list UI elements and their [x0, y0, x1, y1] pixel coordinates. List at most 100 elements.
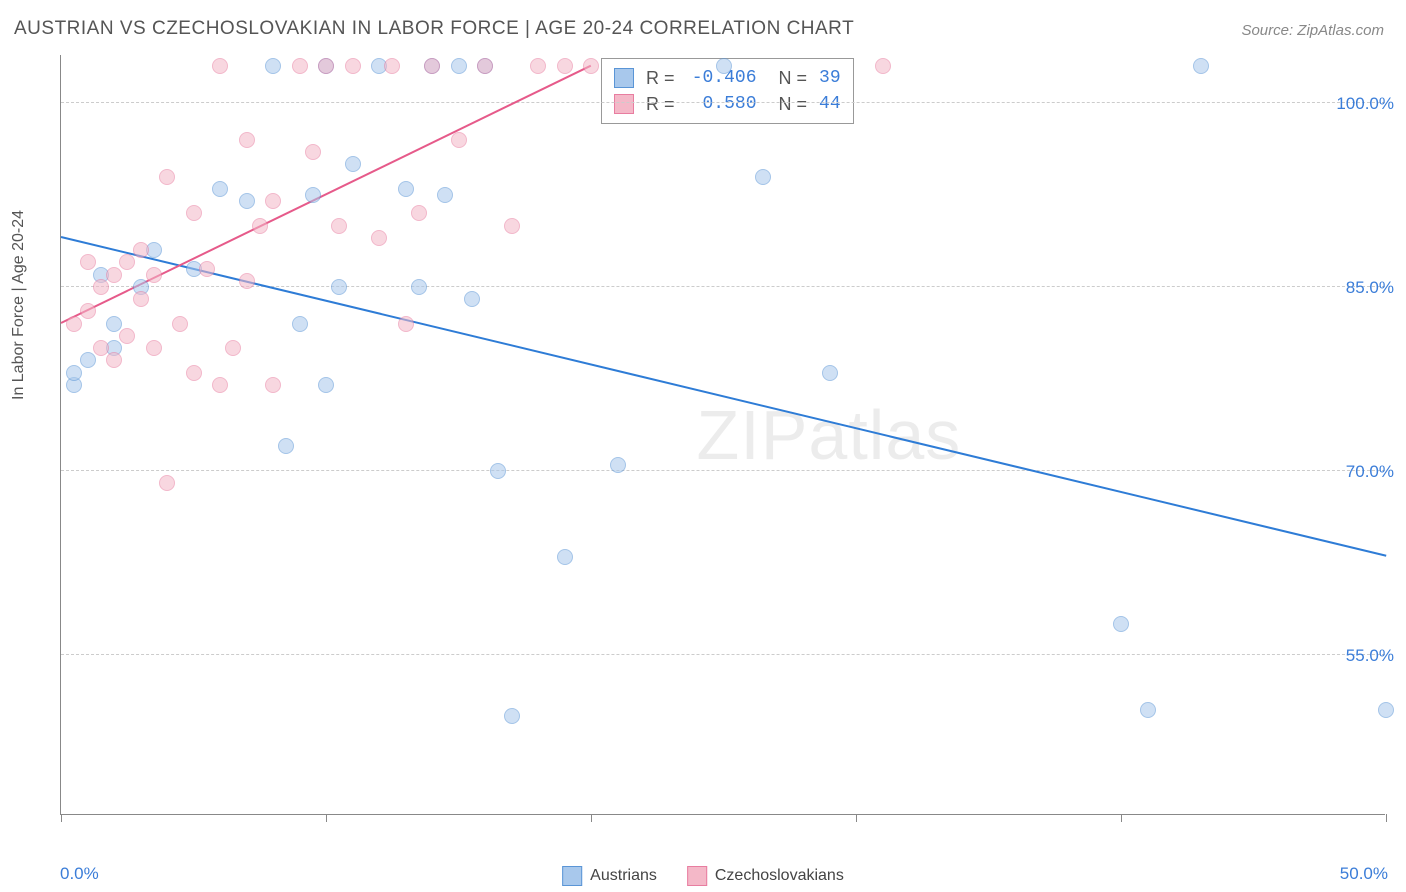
- data-point: [345, 156, 361, 172]
- data-point: [1378, 702, 1394, 718]
- data-point: [80, 254, 96, 270]
- y-tick-label: 55.0%: [1346, 646, 1394, 666]
- scatter-plot-area: ZIPatlas R =-0.406N =39R =0.580N =44: [60, 55, 1385, 815]
- gridline: [61, 470, 1385, 471]
- data-point: [875, 58, 891, 74]
- y-tick-label: 100.0%: [1336, 94, 1394, 114]
- data-point: [1113, 616, 1129, 632]
- data-point: [411, 279, 427, 295]
- data-point: [133, 291, 149, 307]
- legend-label: Czechoslovakians: [715, 867, 844, 885]
- data-point: [66, 365, 82, 381]
- data-point: [371, 230, 387, 246]
- x-axis-min-label: 0.0%: [60, 864, 99, 884]
- data-point: [1193, 58, 1209, 74]
- data-point: [292, 316, 308, 332]
- legend-item: Austrians: [562, 866, 657, 886]
- data-point: [159, 475, 175, 491]
- data-point: [146, 267, 162, 283]
- data-point: [305, 144, 321, 160]
- data-point: [265, 377, 281, 393]
- data-point: [504, 218, 520, 234]
- data-point: [252, 218, 268, 234]
- x-tick: [856, 814, 857, 822]
- legend-swatch: [687, 866, 707, 886]
- data-point: [199, 261, 215, 277]
- data-point: [265, 193, 281, 209]
- data-point: [278, 438, 294, 454]
- y-tick-label: 70.0%: [1346, 462, 1394, 482]
- data-point: [490, 463, 506, 479]
- data-point: [239, 193, 255, 209]
- x-tick: [1386, 814, 1387, 822]
- gridline: [61, 654, 1385, 655]
- data-point: [384, 58, 400, 74]
- data-point: [331, 279, 347, 295]
- data-point: [146, 340, 162, 356]
- x-tick: [61, 814, 62, 822]
- data-point: [411, 205, 427, 221]
- chart-title: AUSTRIAN VS CZECHOSLOVAKIAN IN LABOR FOR…: [14, 18, 854, 40]
- data-point: [212, 377, 228, 393]
- data-point: [106, 267, 122, 283]
- data-point: [239, 273, 255, 289]
- watermark: ZIPatlas: [697, 395, 962, 475]
- data-point: [451, 132, 467, 148]
- source-attribution: Source: ZipAtlas.com: [1241, 22, 1384, 39]
- data-point: [557, 58, 573, 74]
- data-point: [133, 242, 149, 258]
- data-point: [437, 187, 453, 203]
- data-point: [292, 58, 308, 74]
- data-point: [345, 58, 361, 74]
- data-point: [822, 365, 838, 381]
- data-point: [239, 132, 255, 148]
- data-point: [1140, 702, 1156, 718]
- data-point: [106, 352, 122, 368]
- data-point: [212, 181, 228, 197]
- data-point: [464, 291, 480, 307]
- data-point: [424, 58, 440, 74]
- gridline: [61, 102, 1385, 103]
- data-point: [451, 58, 467, 74]
- data-point: [557, 549, 573, 565]
- trend-line: [61, 236, 1386, 557]
- correlation-row: R =0.580N =44: [614, 91, 841, 117]
- data-point: [318, 58, 334, 74]
- data-point: [119, 254, 135, 270]
- x-axis-max-label: 50.0%: [1340, 864, 1388, 884]
- data-point: [305, 187, 321, 203]
- data-point: [530, 58, 546, 74]
- data-point: [755, 169, 771, 185]
- data-point: [318, 377, 334, 393]
- legend-item: Czechoslovakians: [687, 866, 844, 886]
- data-point: [186, 205, 202, 221]
- x-tick: [591, 814, 592, 822]
- x-tick: [1121, 814, 1122, 822]
- data-point: [93, 340, 109, 356]
- data-point: [106, 316, 122, 332]
- y-tick-label: 85.0%: [1346, 278, 1394, 298]
- x-tick: [326, 814, 327, 822]
- data-point: [225, 340, 241, 356]
- data-point: [212, 58, 228, 74]
- data-point: [716, 58, 732, 74]
- data-point: [398, 316, 414, 332]
- data-point: [398, 181, 414, 197]
- data-point: [186, 365, 202, 381]
- data-point: [583, 58, 599, 74]
- data-point: [93, 279, 109, 295]
- legend-swatch: [562, 866, 582, 886]
- data-point: [66, 316, 82, 332]
- legend-swatch: [614, 68, 634, 88]
- data-point: [159, 169, 175, 185]
- data-point: [119, 328, 135, 344]
- data-point: [477, 58, 493, 74]
- gridline: [61, 286, 1385, 287]
- data-point: [504, 708, 520, 724]
- data-point: [331, 218, 347, 234]
- data-point: [265, 58, 281, 74]
- data-point: [610, 457, 626, 473]
- series-legend: Austrians Czechoslovakians: [562, 866, 844, 886]
- legend-label: Austrians: [590, 867, 657, 885]
- legend-swatch: [614, 94, 634, 114]
